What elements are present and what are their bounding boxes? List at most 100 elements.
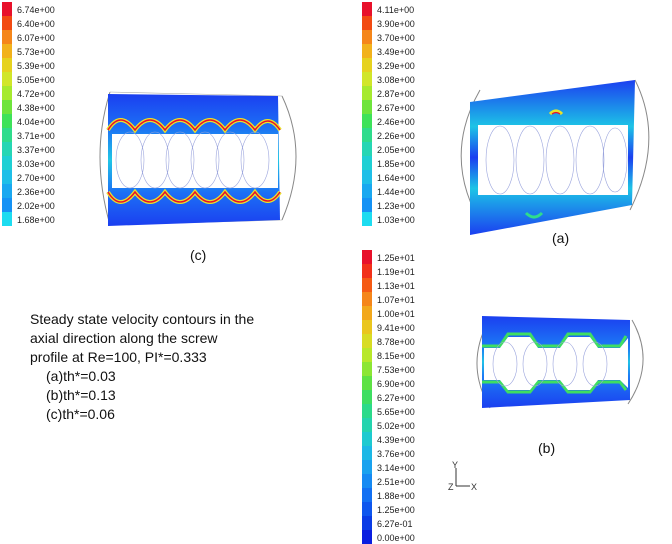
colorbar-b-swatch xyxy=(362,418,372,432)
colorbar-a-swatch xyxy=(362,128,372,142)
colorbar-c-value: 2.70e+00 xyxy=(17,173,55,183)
colorbar-a-value: 1.03e+00 xyxy=(377,215,415,225)
colorbar-c-value: 2.36e+00 xyxy=(17,187,55,197)
colorbar-a-swatch xyxy=(362,212,372,226)
colorbar-c-value: 6.40e+00 xyxy=(17,19,55,29)
colorbar-b-swatch xyxy=(362,362,372,376)
colorbar-c-swatch xyxy=(2,156,12,170)
colorbar-a: 4.11e+00 3.90e+00 3.70e+00 3.49e+00 3.29e+00… xyxy=(362,2,452,226)
colorbar-b-swatch xyxy=(362,460,372,474)
colorbar-a-value: 3.49e+00 xyxy=(377,47,415,57)
caption-item-c: (c)th*=0.06 xyxy=(46,406,115,422)
colorbar-c-swatch xyxy=(2,142,12,156)
colorbar-b-value: 8.15e+00 xyxy=(377,351,415,361)
colorbar-c-swatch xyxy=(2,212,12,226)
colorbar-b-swatch xyxy=(362,390,372,404)
contour-plot-a xyxy=(460,79,650,235)
colorbar-a-swatch xyxy=(362,86,372,100)
colorbar-b-value: 1.07e+01 xyxy=(377,295,415,305)
colorbar-b-swatch xyxy=(362,404,372,418)
colorbar-b-value: 5.65e+00 xyxy=(377,407,415,417)
colorbar-b-value: 6.90e+00 xyxy=(377,379,415,389)
colorbar-a-swatch xyxy=(362,58,372,72)
caption-line-2: axial direction along the screw xyxy=(30,330,218,346)
colorbar-b-value: 8.78e+00 xyxy=(377,337,415,347)
colorbar-b-swatch xyxy=(362,334,372,348)
colorbar-b-value: 3.14e+00 xyxy=(377,463,415,473)
colorbar-b-swatch xyxy=(362,320,372,334)
colorbar-a-value: 3.70e+00 xyxy=(377,33,415,43)
colorbar-c-value: 3.71e+00 xyxy=(17,131,55,141)
colorbar-c-swatch xyxy=(2,170,12,184)
colorbar-c-value: 2.02e+00 xyxy=(17,201,55,211)
colorbar-a-swatch xyxy=(362,30,372,44)
caption-item-a: (a)th*=0.03 xyxy=(46,368,116,384)
colorbar-a-value: 1.85e+00 xyxy=(377,159,415,169)
colorbar-b-value: 1.25e+01 xyxy=(377,253,415,263)
panel-label-a: (a) xyxy=(552,230,570,246)
colorbar-c-swatch xyxy=(2,30,12,44)
colorbar-b-swatch xyxy=(362,432,372,446)
colorbar-b-value: 7.53e+00 xyxy=(377,365,415,375)
contour-plot-b xyxy=(476,316,644,409)
colorbar-b-swatch xyxy=(362,474,372,488)
colorbar-b-swatch xyxy=(362,278,372,292)
colorbar-c-swatch xyxy=(2,114,12,128)
colorbar-b-value: 1.25e+00 xyxy=(377,505,415,515)
colorbar-b-swatch xyxy=(362,250,372,264)
colorbar-a-swatch xyxy=(362,156,372,170)
colorbar-b-value: 1.00e+01 xyxy=(377,309,415,319)
colorbar-a-value: 2.26e+00 xyxy=(377,131,415,141)
colorbar-a-swatch xyxy=(362,142,372,156)
colorbar-b-swatch xyxy=(362,264,372,278)
colorbar-b-swatch xyxy=(362,516,372,530)
colorbar-b-value: 4.39e+00 xyxy=(377,435,415,445)
colorbar-a-value: 1.64e+00 xyxy=(377,173,415,183)
colorbar-c-value: 4.04e+00 xyxy=(17,117,55,127)
colorbar-a-value: 2.05e+00 xyxy=(377,145,415,155)
colorbar-b-value: 3.76e+00 xyxy=(377,449,415,459)
contour-plot-c xyxy=(99,91,297,226)
colorbar-a-swatch xyxy=(362,44,372,58)
colorbar-c-value: 6.74e+00 xyxy=(17,5,55,15)
colorbar-a-value: 3.29e+00 xyxy=(377,61,415,71)
panel-label-c: (c) xyxy=(190,247,207,263)
axis-y-label: Y xyxy=(452,460,458,470)
colorbar-c-value: 5.05e+00 xyxy=(17,75,55,85)
axis-x-label: X xyxy=(471,482,477,492)
colorbar-c-swatch xyxy=(2,198,12,212)
figure-caption: Steady state velocity contours in the ax… xyxy=(30,310,320,424)
colorbar-b-swatch xyxy=(362,530,372,544)
colorbar-b-value: 1.19e+01 xyxy=(377,267,415,277)
colorbar-a-swatch xyxy=(362,16,372,30)
colorbar-c-value: 4.72e+00 xyxy=(17,89,55,99)
colorbar-a-swatch xyxy=(362,100,372,114)
colorbar-c-swatch xyxy=(2,86,12,100)
colorbar-b-value: 5.02e+00 xyxy=(377,421,415,431)
colorbar-a-value: 2.46e+00 xyxy=(377,117,415,127)
colorbar-b-value: 1.13e+01 xyxy=(377,281,415,291)
colorbar-b-swatch xyxy=(362,306,372,320)
colorbar-b-swatch xyxy=(362,376,372,390)
colorbar-c-swatch xyxy=(2,2,12,16)
colorbar-c-swatch xyxy=(2,16,12,30)
colorbar-c-value: 5.39e+00 xyxy=(17,61,55,71)
colorbar-c-swatch xyxy=(2,128,12,142)
colorbar-b-swatch xyxy=(362,446,372,460)
colorbar-b-value: 2.51e+00 xyxy=(377,477,415,487)
colorbar-a-swatch xyxy=(362,184,372,198)
colorbar-c: 6.74e+00 6.40e+00 6.07e+00 5.73e+00 5.39e+00… xyxy=(2,2,92,226)
colorbar-b-value: 1.88e+00 xyxy=(377,491,415,501)
colorbar-c-value: 5.73e+00 xyxy=(17,47,55,57)
colorbar-b-value: 6.27e+00 xyxy=(377,393,415,403)
colorbar-c-swatch xyxy=(2,58,12,72)
colorbar-a-value: 3.08e+00 xyxy=(377,75,415,85)
colorbar-a-swatch xyxy=(362,2,372,16)
colorbar-c-value: 3.03e+00 xyxy=(17,159,55,169)
colorbar-b-value: 9.41e+00 xyxy=(377,323,415,333)
colorbar-b-value: 6.27e-01 xyxy=(377,519,413,529)
colorbar-b-swatch xyxy=(362,488,372,502)
caption-line-3: profile at Re=100, PI*=0.333 xyxy=(30,349,207,365)
caption-item-b: (b)th*=0.13 xyxy=(46,387,116,403)
panel-label-b: (b) xyxy=(538,440,556,456)
